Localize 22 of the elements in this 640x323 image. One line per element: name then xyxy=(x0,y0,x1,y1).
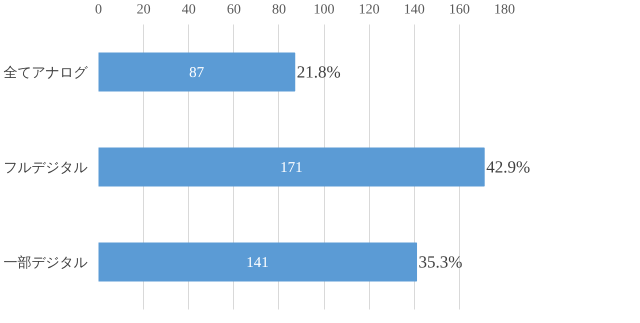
x-tick-label: 60 xyxy=(226,2,241,18)
y-tick-label: フルデジタル xyxy=(4,159,88,175)
x-tick-label: 180 xyxy=(494,2,515,18)
x-tick-label: 80 xyxy=(272,2,286,18)
bar xyxy=(98,148,485,186)
bar xyxy=(98,52,296,92)
x-tick-label: 20 xyxy=(136,2,151,18)
x-tick-label: 160 xyxy=(448,2,470,18)
x-tick-label: 100 xyxy=(314,2,335,18)
annotation: 35.3% xyxy=(418,252,462,272)
annotation: 42.9% xyxy=(486,158,530,176)
y-tick-label: 一部デジタル xyxy=(4,254,88,270)
x-tick-label: 0 xyxy=(95,2,102,18)
x-tick-label: 120 xyxy=(358,2,380,18)
annotation: 21.8% xyxy=(296,62,341,82)
bar xyxy=(98,242,418,282)
data-label: 141 xyxy=(246,255,269,271)
x-tick-label: 140 xyxy=(404,2,425,18)
data-label: 171 xyxy=(280,160,303,176)
data-label: 87 xyxy=(189,65,205,81)
x-tick-label: 40 xyxy=(182,2,196,18)
y-tick-label: 全てアナログ xyxy=(4,64,88,80)
